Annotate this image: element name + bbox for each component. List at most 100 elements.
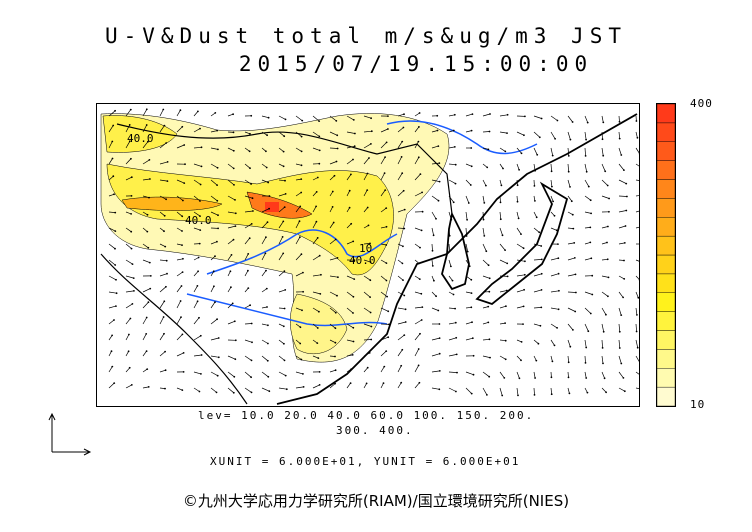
wind-arrow xyxy=(397,173,403,181)
wind-arrow xyxy=(584,307,592,314)
wind-arrow xyxy=(278,115,286,120)
wind-arrow xyxy=(397,275,404,281)
wind-arrow xyxy=(516,355,522,361)
wind-arrow xyxy=(397,113,405,117)
wind-arrow xyxy=(329,161,337,165)
wind-arrow-head xyxy=(318,371,321,373)
wind-arrow-head xyxy=(501,234,504,237)
wind-arrow-head xyxy=(489,113,491,115)
wind-arrow xyxy=(380,172,385,181)
wind-arrow xyxy=(210,271,215,277)
wind-arrow-head xyxy=(387,310,390,313)
wind-arrow-head xyxy=(353,145,356,148)
colorbar-swatch xyxy=(656,273,676,293)
wind-arrow-head xyxy=(337,276,339,279)
wind-arrow-head xyxy=(401,140,404,143)
wind-arrow-head xyxy=(636,346,639,349)
wind-arrow-head xyxy=(535,359,538,362)
wind-arrow xyxy=(329,222,334,229)
wind-arrow-head xyxy=(602,154,605,157)
wind-arrow xyxy=(210,241,218,245)
wind-arrow-head xyxy=(282,165,285,168)
wind-arrow xyxy=(618,291,624,298)
wind-arrow-head xyxy=(163,124,166,127)
wind-arrow xyxy=(380,350,387,357)
wind-arrow-head xyxy=(569,138,572,141)
wind-arrow-head xyxy=(368,157,370,159)
wind-arrow xyxy=(142,350,147,357)
wind-arrow xyxy=(601,131,603,140)
wind-arrow xyxy=(533,131,541,138)
wind-arrow-head xyxy=(506,132,508,134)
wind-arrow xyxy=(448,322,456,325)
wind-arrow-head xyxy=(200,146,203,149)
wind-arrow xyxy=(550,273,559,277)
wind-arrow-head xyxy=(636,314,638,316)
wind-arrow-head xyxy=(267,342,269,345)
wind-arrow xyxy=(142,109,148,117)
colorbar-swatch xyxy=(656,254,676,275)
wind-arrow-head xyxy=(232,391,235,394)
wind-arrow xyxy=(448,179,456,184)
wind-arrow-head xyxy=(386,295,388,298)
wind-arrow xyxy=(601,275,609,278)
wind-arrow-head xyxy=(127,350,130,353)
wind-arrow-head xyxy=(316,237,319,239)
wind-arrow xyxy=(193,271,199,277)
wind-arrow xyxy=(244,253,249,261)
wind-arrow-head xyxy=(437,145,440,147)
wind-arrow-head xyxy=(522,305,525,308)
wind-arrow-head xyxy=(249,167,251,170)
wind-arrow xyxy=(618,242,625,245)
wind-arrow xyxy=(431,353,440,357)
wind-arrow-head xyxy=(234,225,237,227)
wind-arrow-head xyxy=(555,229,558,232)
wind-arrow xyxy=(312,177,318,181)
wind-arrow xyxy=(584,195,591,201)
wind-arrow-head xyxy=(250,223,253,225)
wind-arrow xyxy=(448,227,451,236)
wind-arrow xyxy=(108,366,113,373)
wind-arrow-head xyxy=(369,242,371,245)
wind-arrow-head xyxy=(233,320,236,323)
wind-arrow xyxy=(380,226,387,229)
wind-arrow-head xyxy=(540,258,543,261)
wind-arrow xyxy=(244,387,252,393)
wind-arrow-head xyxy=(149,178,151,180)
wind-arrow xyxy=(431,370,440,373)
wind-arrow xyxy=(584,242,591,245)
wind-arrow-head xyxy=(584,155,587,157)
wind-arrow-head xyxy=(366,172,369,175)
wind-arrow-head xyxy=(299,236,301,239)
wind-arrow-head xyxy=(384,189,387,191)
map-title: U-V&Dust total m/s&ug/m3 JST xyxy=(104,24,627,48)
wind-arrow-head xyxy=(182,199,184,202)
wind-arrow-head xyxy=(250,183,253,185)
wind-arrow-head xyxy=(283,270,286,273)
wind-arrow-head xyxy=(302,271,304,274)
wind-arrow-head xyxy=(166,272,168,275)
wind-arrow xyxy=(550,163,552,172)
wind-arrow xyxy=(261,131,268,136)
wind-arrow xyxy=(431,179,440,182)
wind-arrow-head xyxy=(284,289,287,291)
wind-arrow xyxy=(533,387,535,395)
wind-arrow-head xyxy=(520,341,523,343)
wind-arrow-head xyxy=(352,326,355,329)
wind-arrow-head xyxy=(315,191,318,193)
wind-arrow xyxy=(312,274,321,277)
wind-arrow-head xyxy=(316,176,319,179)
colorbar-min-label: 10 xyxy=(690,398,706,411)
wind-arrow-head xyxy=(540,289,543,291)
wind-arrow xyxy=(210,371,218,377)
wind-arrow xyxy=(261,387,270,392)
wind-arrow xyxy=(516,371,520,379)
wind-arrow xyxy=(533,273,542,277)
wind-arrow xyxy=(244,237,250,245)
wind-arrow xyxy=(397,127,404,133)
wind-arrow-head xyxy=(623,242,626,244)
wind-arrow xyxy=(431,259,434,266)
wind-arrow xyxy=(448,195,454,203)
wind-arrow-head xyxy=(163,332,165,335)
colorbar-swatch xyxy=(656,198,676,218)
